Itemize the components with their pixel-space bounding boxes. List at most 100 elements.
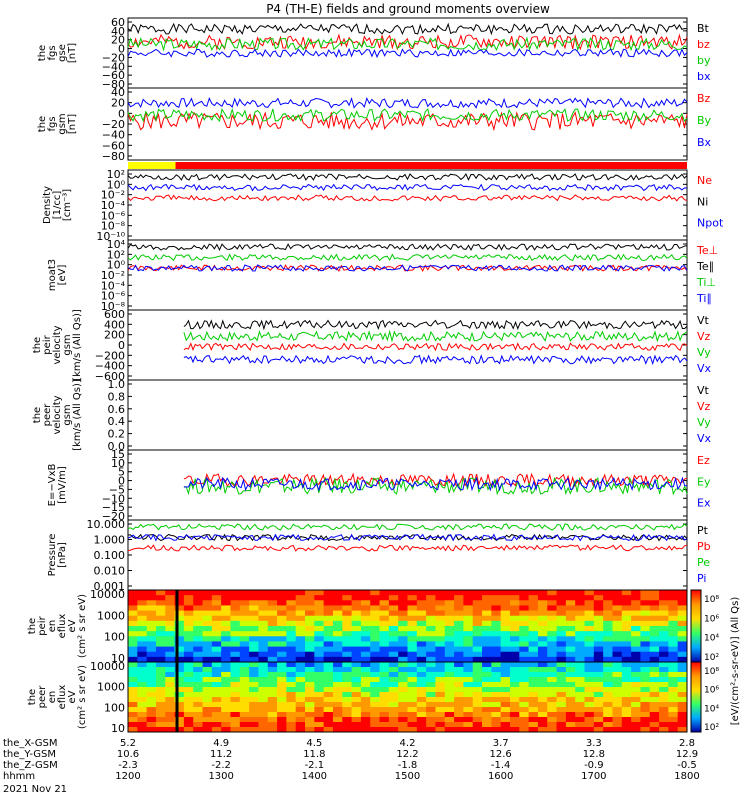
heatmap-cell [668,707,679,713]
heatmap-cell [500,667,511,673]
heatmap-cell [146,610,157,617]
colorbar-tick-label: 10⁴ [704,634,719,644]
heatmap-cell [221,707,231,713]
heatmap-cell [249,687,259,693]
heatmap-cell [155,636,166,642]
heatmap-cell [174,682,185,688]
y-tick-label: 0 [118,107,125,120]
heatmap-cell [677,717,688,723]
y-tick-label: 10⁻⁸ [101,220,126,233]
y-tick-label: 1000 [97,681,125,694]
x-axis-value: 2.8 [679,738,695,749]
heatmap-cell [295,600,306,606]
heatmap-cell [239,641,250,648]
heatmap-cell [547,667,558,673]
heatmap-cell [193,620,204,627]
heatmap-cell [649,620,660,627]
heatmap-cell [388,697,399,703]
y-tick-label: −200 [95,349,125,362]
heatmap-cell [258,697,269,703]
heatmap-cell [444,646,455,653]
heatmap-cell [351,727,362,733]
heatmap-cell [612,707,623,713]
x-axis-value: 4.5 [306,738,322,749]
heatmap-cell [565,702,576,708]
heatmap-cell [295,636,306,642]
heatmap-cell [202,595,213,601]
heatmap-cell [230,682,241,688]
heatmap-cell [323,590,334,596]
heatmap-cell [342,702,353,708]
heatmap-cell [165,667,176,673]
heatmap-cell [211,697,222,703]
heatmap-cell [612,717,623,723]
heatmap-cell [519,641,530,648]
heatmap-cell [137,702,148,708]
heatmap-cell [239,677,250,683]
heatmap-cell [305,727,315,733]
heatmap-cell [659,687,669,693]
heatmap-cell [472,600,483,606]
heatmap-cell [360,677,371,683]
heatmap-cell [305,610,315,617]
heatmap-cell [193,727,204,733]
heatmap-cell [379,727,390,733]
y-tick-label: 1.0 [108,378,126,391]
heatmap-cell [388,687,399,693]
legend-Te⊥: Te⊥ [696,244,718,257]
y-tick-label: 10.000 [87,518,126,531]
heatmap-cell [183,651,194,658]
heatmap-cell [370,687,381,693]
heatmap-cell [295,722,306,728]
heatmap-cell [631,651,641,658]
heatmap-cell [677,636,688,642]
heatmap-cell [258,672,269,678]
heatmap-cell [155,656,166,663]
heatmap-cell [435,651,446,658]
heatmap-cell [277,677,287,683]
heatmap-cell [165,707,176,713]
y-tick-label: 10⁻⁴ [101,199,126,212]
heatmap-cell [677,707,688,713]
heatmap-cell [128,641,138,648]
heatmap-cell [416,682,427,688]
heatmap-cell [593,677,604,683]
heatmap-cell [547,662,558,668]
heatmap-cell [332,646,343,653]
heatmap-cell [575,615,586,622]
heatmap-cell [165,600,176,606]
y-tick-label: 0.0 [108,440,126,453]
heatmap-cell [603,697,613,703]
heatmap-cell [286,727,297,733]
heatmap-cell [659,590,669,596]
heatmap-cell [388,727,399,733]
heatmap-cell [482,656,492,663]
heatmap-cell [379,636,390,642]
y-tick-label: 0.2 [108,428,126,441]
heatmap-cell [528,712,539,718]
heatmap-cell [165,692,176,698]
heatmap-cell [407,687,418,693]
heatmap-cell [500,626,511,632]
heatmap-cell [137,595,148,601]
heatmap-cell [183,712,194,718]
heatmap-cell [509,697,520,703]
heatmap-cell [388,626,399,632]
heatmap-cell [649,727,660,733]
heatmap-cell [146,590,157,596]
heatmap-cell [230,631,241,637]
heatmap-cell [230,692,241,698]
heatmap-cell [472,662,483,668]
heatmap-cell [491,672,502,678]
y-tick-label: 0.6 [108,403,126,416]
heatmap-cell [472,727,483,733]
heatmap-cell [128,687,138,693]
heatmap-cell [305,651,315,658]
heatmap-cell [155,712,166,718]
heatmap-cell [165,620,176,627]
heatmap-cell [174,651,185,658]
heatmap-cell [370,677,381,683]
heatmap-cell [509,677,520,683]
heatmap-cell [174,636,185,642]
heatmap-cell [584,702,595,708]
